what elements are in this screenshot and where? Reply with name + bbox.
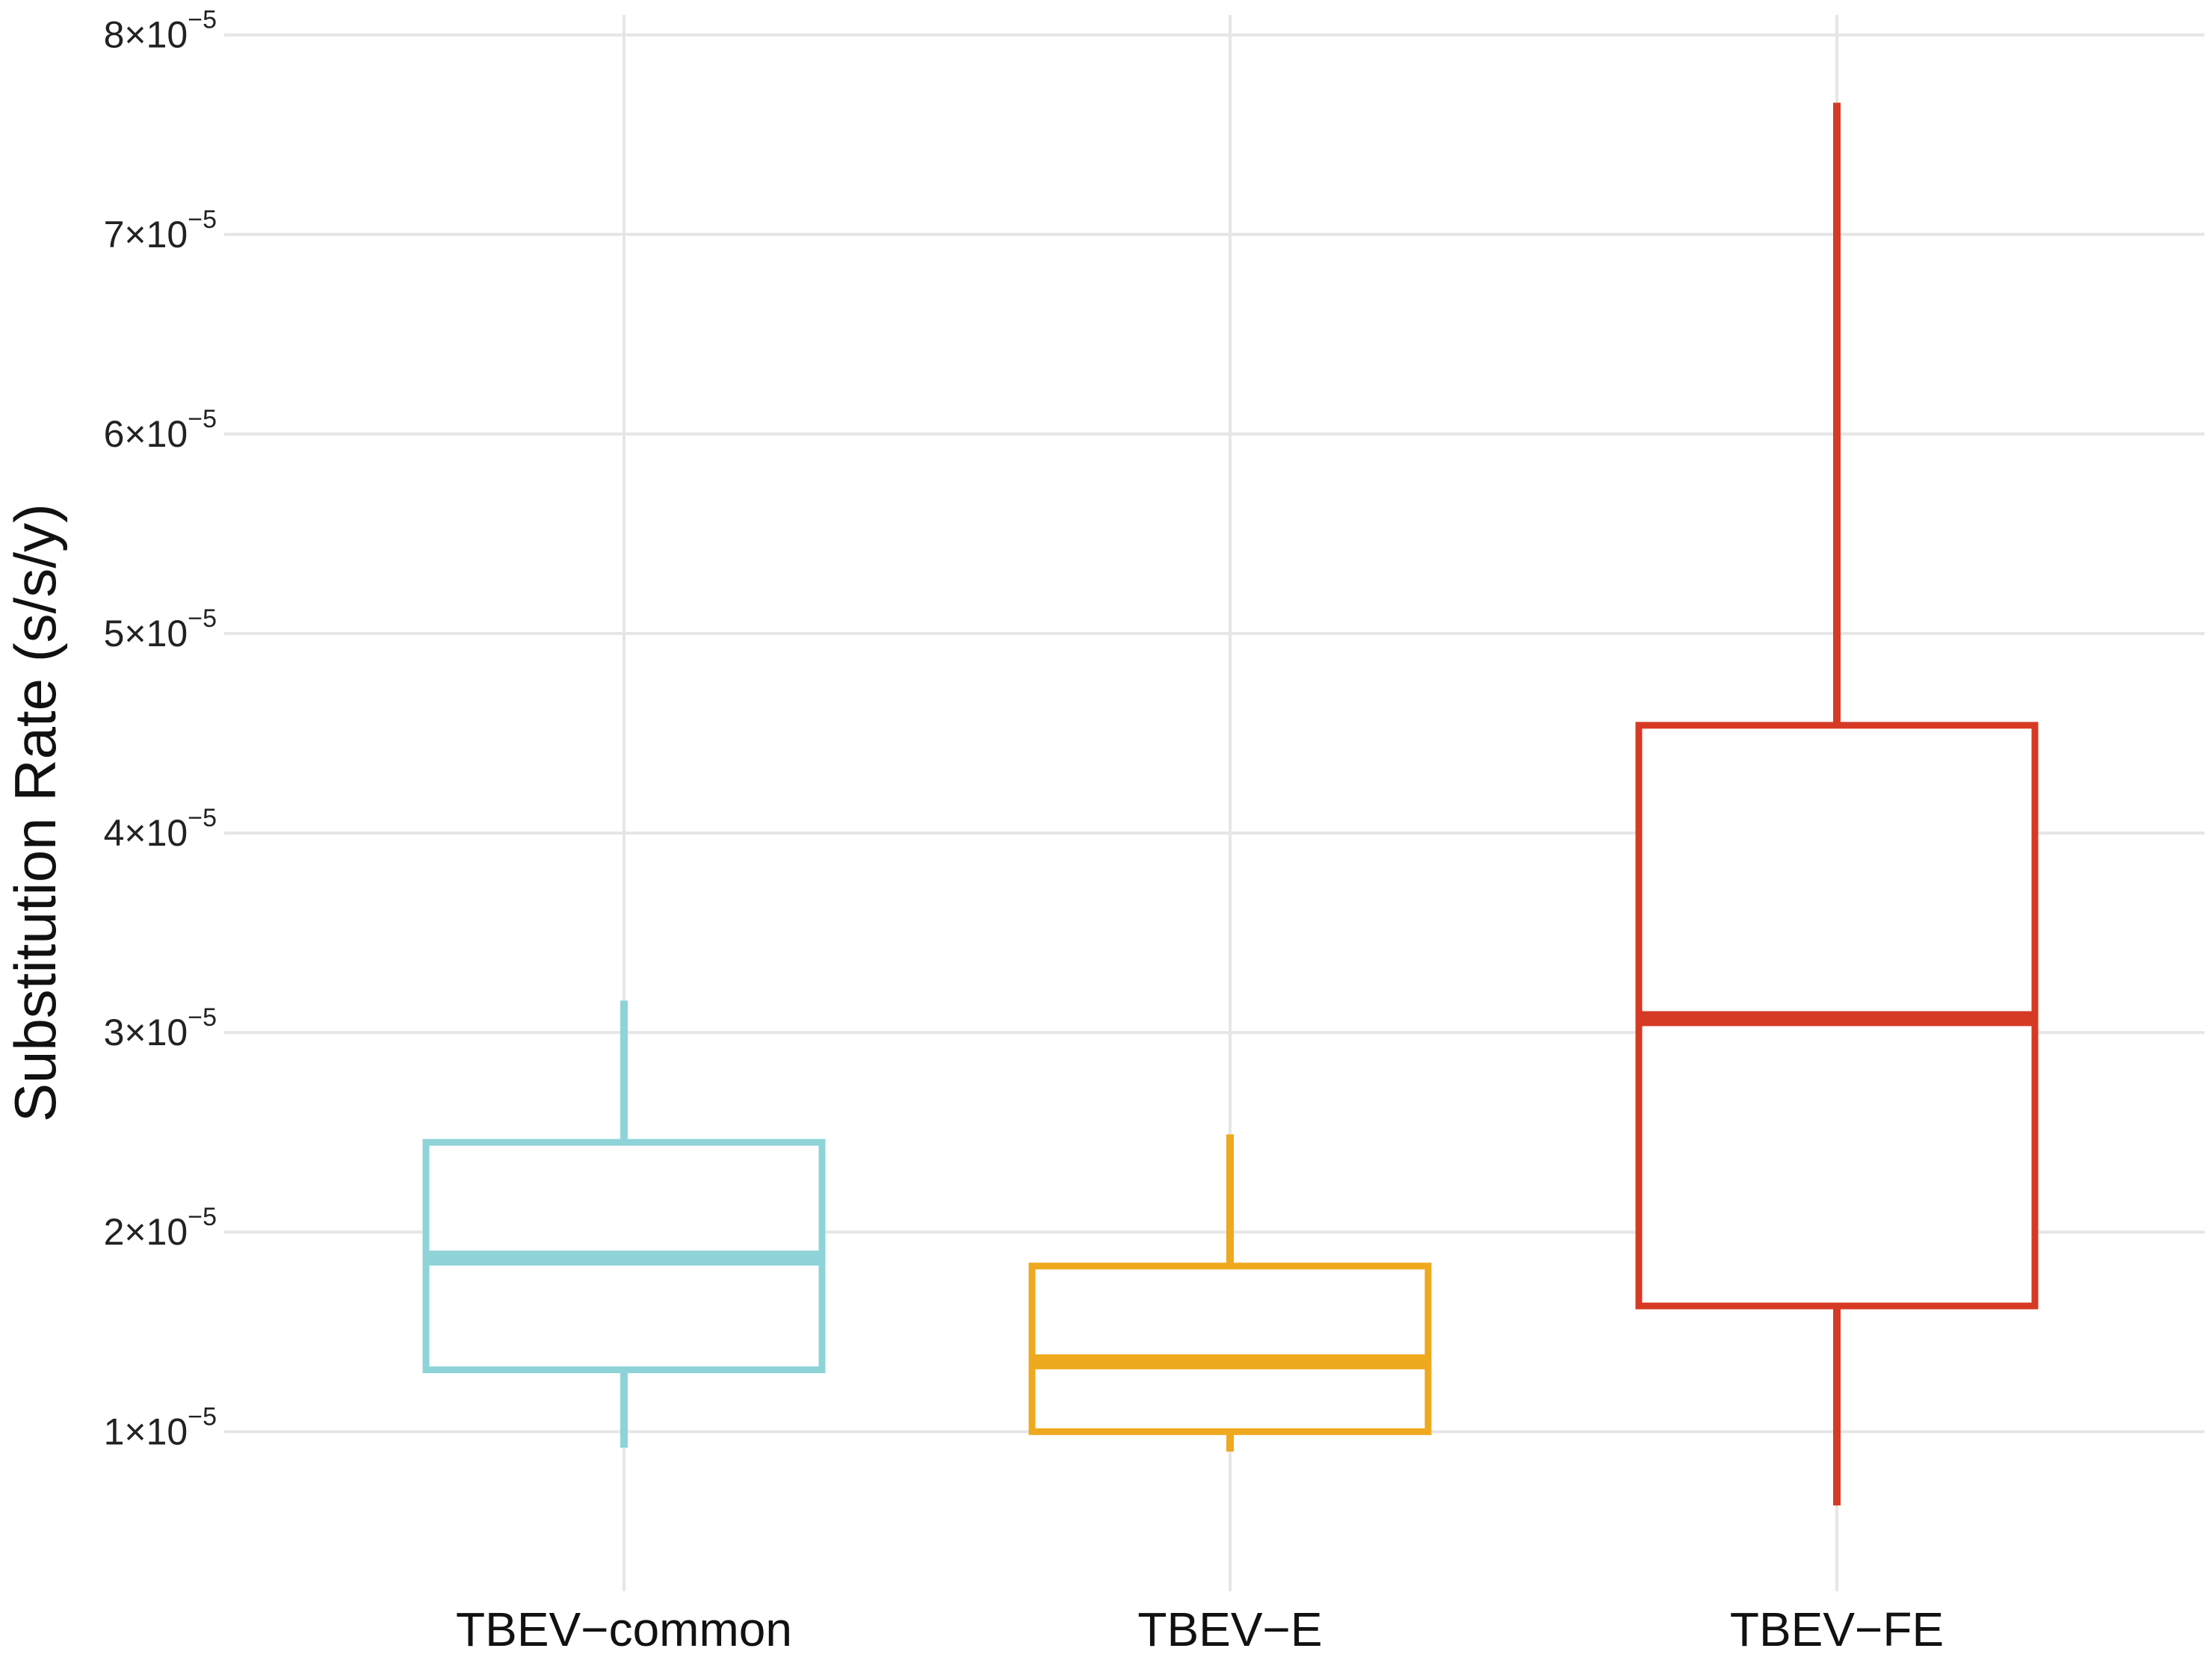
y-tick-label-8: 8×10−5	[104, 6, 217, 56]
box-2	[1635, 102, 2039, 1506]
x-tick-label-0: TBEV−common	[456, 1602, 792, 1656]
x-axis-category-labels: TBEV−common TBEV−E TBEV−FE	[456, 1602, 1944, 1656]
y-tick-label-5: 5×10−5	[104, 604, 217, 654]
y-tick-label-1: 1×10−5	[104, 1402, 217, 1452]
x-tick-label-1: TBEV−E	[1137, 1602, 1322, 1656]
x-tick-label-2: TBEV−FE	[1730, 1602, 1944, 1656]
y-axis-label: Substitution Rate (s/s/y)	[2, 504, 68, 1122]
y-tick-label-2: 2×10−5	[104, 1203, 217, 1253]
box-1	[1028, 1134, 1432, 1452]
y-axis-tick-labels: 1×10−5 2×10−5 3×10−5 4×10−5 5×10−5 6×10−5 7×10…	[104, 6, 217, 1453]
box-0	[422, 1000, 826, 1448]
y-tick-label-3: 3×10−5	[104, 1003, 217, 1053]
y-tick-label-6: 6×10−5	[104, 405, 217, 455]
boxes	[422, 102, 2039, 1506]
y-tick-label-4: 4×10−5	[104, 804, 217, 854]
box-iqr	[1028, 1263, 1432, 1435]
y-tick-label-7: 7×10−5	[104, 205, 217, 256]
